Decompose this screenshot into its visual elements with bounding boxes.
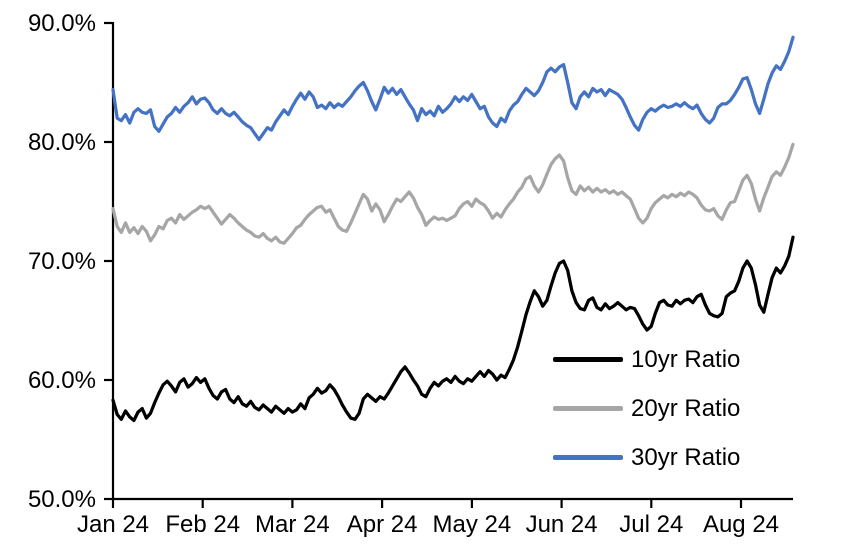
legend-label-20yr: 20yr Ratio xyxy=(631,394,741,422)
x-axis-label-jun: Jun 24 xyxy=(526,511,598,538)
series-layer xyxy=(111,35,795,423)
x-axis-label-feb: Feb 24 xyxy=(165,511,240,538)
y-axis-label-90: 90.0% xyxy=(28,10,96,37)
legend-swatch-20yr xyxy=(553,406,623,411)
y-axis-ticks xyxy=(104,21,113,501)
x-axis-label-may: May 24 xyxy=(433,511,512,538)
legend-label-30yr: 30yr Ratio xyxy=(631,443,741,471)
10yr-ratio-line xyxy=(111,235,795,423)
legend-item-20yr: 20yr Ratio xyxy=(553,384,740,433)
20yr-ratio-line xyxy=(111,142,795,245)
legend-swatch-30yr xyxy=(553,455,623,460)
x-axis-label-apr: Apr 24 xyxy=(347,511,418,538)
x-axis-label-jan: Jan 24 xyxy=(77,511,149,538)
x-axis-ticks xyxy=(111,499,743,508)
legend-label-10yr: 10yr Ratio xyxy=(631,345,741,373)
chart-legend: 10yr Ratio 20yr Ratio 30yr Ratio xyxy=(553,335,740,482)
x-axis-label-aug: Aug 24 xyxy=(703,511,779,538)
y-axis-label-70: 70.0% xyxy=(28,248,96,275)
y-axis-label-50: 50.0% xyxy=(28,486,96,513)
x-axis-label-jul: Jul 24 xyxy=(619,511,683,538)
x-axis-label-mar: Mar 24 xyxy=(255,511,330,538)
30yr-ratio-line xyxy=(111,35,795,142)
legend-item-10yr: 10yr Ratio xyxy=(553,335,740,384)
legend-swatch-10yr xyxy=(553,357,623,362)
y-axis-label-60: 60.0% xyxy=(28,367,96,394)
legend-item-30yr: 30yr Ratio xyxy=(553,433,740,482)
y-axis-label-80: 80.0% xyxy=(28,129,96,156)
